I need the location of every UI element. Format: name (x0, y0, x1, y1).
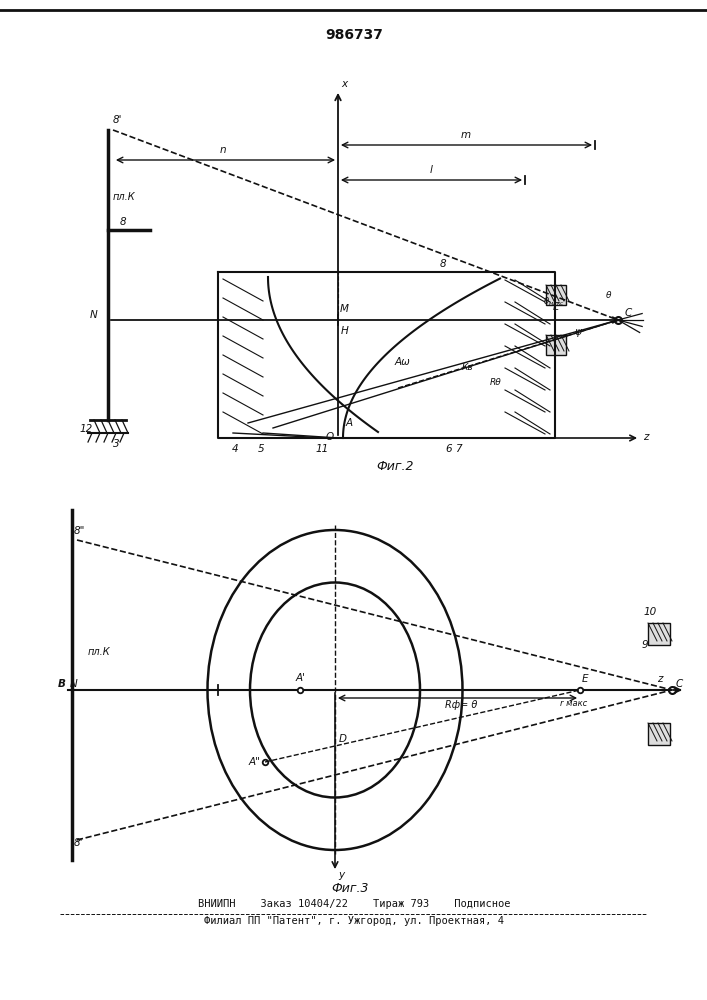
Text: 8": 8" (74, 526, 86, 536)
Text: N: N (70, 679, 78, 689)
Text: ВНИИПН    Заказ 10404/22    Тираж 793    Подписное: ВНИИПН Заказ 10404/22 Тираж 793 Подписно… (198, 899, 510, 909)
Text: 8: 8 (440, 259, 447, 269)
Text: n: n (220, 145, 226, 155)
Bar (648, 623, 670, 645)
Text: y: y (338, 870, 344, 880)
Text: A: A (346, 418, 353, 428)
Bar (546, 335, 566, 355)
Text: C: C (625, 308, 632, 318)
Text: пл.К: пл.К (88, 647, 110, 657)
Text: 3: 3 (113, 439, 119, 449)
Text: Фиг.3: Фиг.3 (332, 882, 369, 895)
Text: l: l (430, 165, 433, 175)
Text: z: z (657, 674, 662, 684)
Text: 8: 8 (120, 217, 127, 227)
Text: B: B (58, 679, 66, 689)
Text: 8': 8' (74, 838, 83, 848)
Text: 11: 11 (315, 444, 328, 454)
Text: 9: 9 (642, 640, 648, 650)
Text: пл.К: пл.К (113, 192, 136, 202)
Text: 7: 7 (455, 444, 462, 454)
Text: 6: 6 (445, 444, 452, 454)
Bar (648, 723, 670, 745)
Text: M: M (340, 304, 349, 314)
Text: Фиг.2: Фиг.2 (376, 460, 414, 473)
Text: $\theta_{макс}$: $\theta_{макс}$ (543, 295, 565, 308)
Text: 8': 8' (113, 115, 122, 125)
Text: 12: 12 (80, 424, 93, 434)
Text: 986737: 986737 (325, 28, 383, 42)
Text: E: E (553, 302, 559, 312)
Text: Филиал ПП "Патент", г. Ужгород, ул. Проектная, 4: Филиал ПП "Патент", г. Ужгород, ул. Прое… (204, 916, 504, 926)
Text: A': A' (296, 673, 306, 683)
Text: 10: 10 (643, 607, 656, 617)
Text: Aω: Aω (395, 357, 411, 367)
Text: x: x (341, 79, 347, 89)
Text: Кв: Кв (462, 363, 474, 372)
Text: O: O (326, 432, 334, 442)
Text: 5: 5 (258, 444, 264, 454)
Text: C: C (676, 679, 683, 689)
Text: H: H (341, 326, 349, 336)
Text: z: z (643, 432, 648, 442)
Text: r макс: r макс (560, 699, 588, 708)
Text: E: E (582, 674, 588, 684)
Text: ψ: ψ (575, 327, 582, 337)
Text: 4: 4 (232, 444, 239, 454)
Bar (546, 285, 566, 305)
Text: D: D (339, 734, 347, 744)
Text: N: N (90, 310, 98, 320)
Text: m: m (461, 130, 471, 140)
Text: θ: θ (606, 291, 612, 300)
Text: Rθ: Rθ (490, 378, 502, 387)
Text: A": A" (249, 757, 261, 767)
Text: Rф= θ: Rф= θ (445, 700, 477, 710)
